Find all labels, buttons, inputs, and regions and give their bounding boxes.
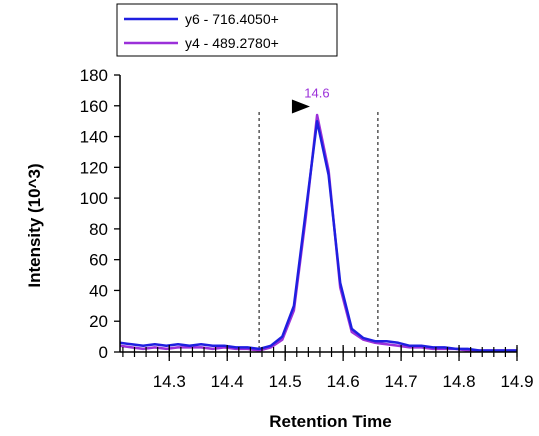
axes (119, 75, 517, 353)
y-axis-title: Intensity (10^3) (25, 163, 44, 287)
peak-marker-icon (291, 99, 310, 114)
x-tick-label-14.6: 14.6 (327, 372, 360, 391)
x-tick-label-14.4: 14.4 (211, 372, 244, 391)
y-tick-label-0: 0 (99, 343, 108, 362)
y-tick-label-180: 180 (80, 66, 108, 85)
legend-entry-y4: y4 - 489.2780+ (185, 35, 279, 51)
y-tick-label-100: 100 (80, 189, 108, 208)
legend-entry-y6: y6 - 716.4050+ (185, 11, 279, 27)
series-line-y6 (119, 119, 517, 352)
legend-box (116, 3, 338, 57)
y-tick-label-40: 40 (89, 281, 108, 300)
x-tick-label-14.7: 14.7 (385, 372, 418, 391)
x-tick-label-14.8: 14.8 (442, 372, 475, 391)
y-ticks: 0 20 40 60 80 100 120 140 160 180 (80, 66, 120, 362)
x-tick-label-14.9: 14.9 (500, 372, 533, 391)
y-tick-label-60: 60 (89, 251, 108, 270)
series-line-y4 (119, 113, 517, 352)
y-tick-label-140: 140 (80, 128, 108, 147)
series-layer (119, 113, 517, 352)
y-tick-label-160: 160 (80, 97, 108, 116)
integration-boundaries (258, 112, 379, 352)
legend: y6 - 716.4050+ y4 - 489.2780+ (116, 3, 338, 57)
y-tick-label-80: 80 (89, 220, 108, 239)
x-axis-title: Retention Time (269, 412, 391, 431)
x-tick-label-14.5: 14.5 (269, 372, 302, 391)
y-tick-label-20: 20 (89, 312, 108, 331)
peak-label: 14.6 (304, 86, 329, 101)
x-ticks: 14.3 14.4 14.5 14.6 14.7 14.8 14.9 (122, 345, 534, 391)
x-tick-label-14.3: 14.3 (153, 372, 186, 391)
y-tick-label-120: 120 (80, 158, 108, 177)
peak-annotation: 14.6 (291, 86, 330, 114)
